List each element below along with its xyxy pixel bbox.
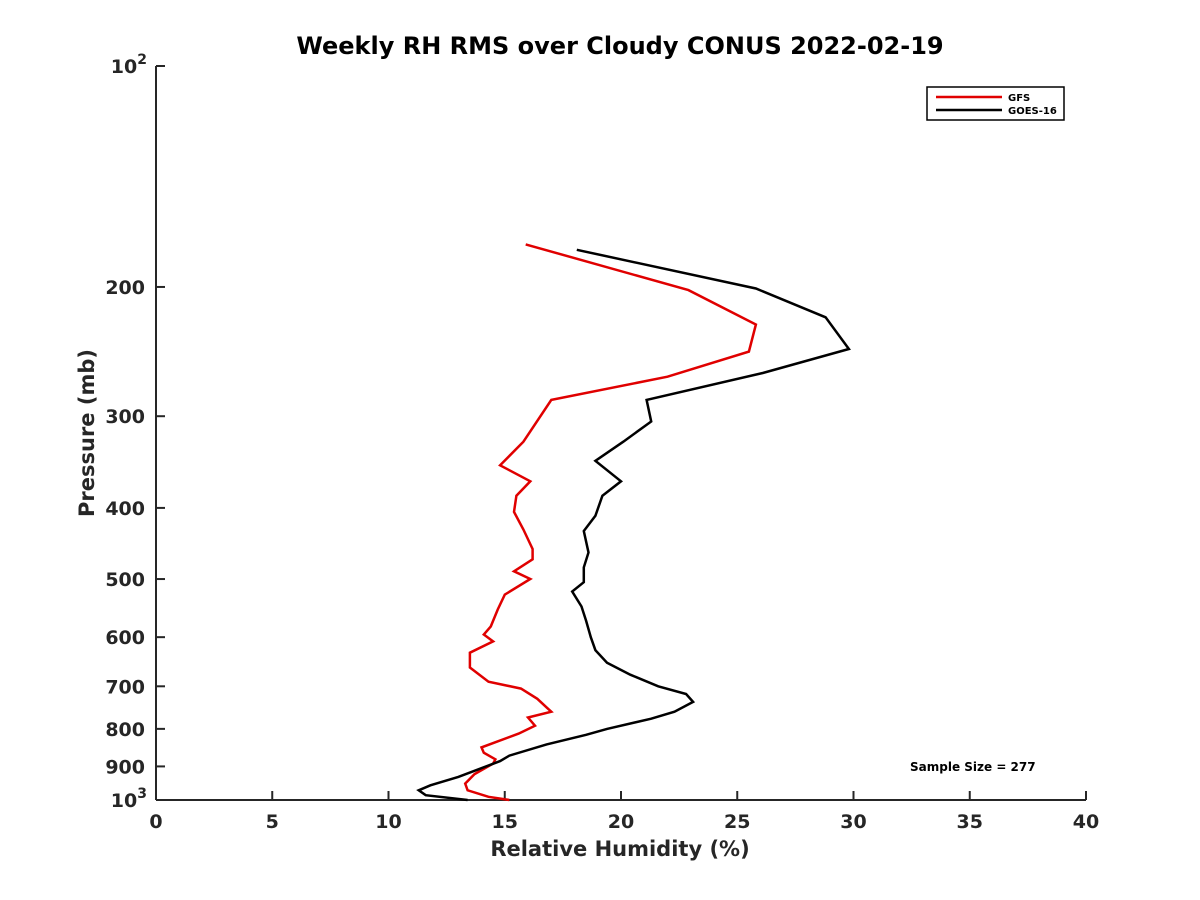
series-line-gfs	[463, 243, 758, 802]
y-tick-label: 900	[105, 756, 145, 778]
x-tick-label: 20	[608, 811, 634, 833]
legend-label-goes16: GOES-16	[1008, 106, 1057, 117]
y-tick-label: 700	[105, 676, 145, 698]
chart-title: Weekly RH RMS over Cloudy CONUS 2022-02-…	[296, 32, 943, 60]
legend: GFS GOES-16	[926, 86, 1065, 121]
y-tick-label: 103	[111, 786, 147, 812]
y-tick-label: 400	[105, 498, 145, 520]
x-tick-label: 30	[840, 811, 866, 833]
plot-area: 0 5 10 15 20 25 30 35 40 200 300 400 500 600 700 800 900…	[105, 52, 1099, 833]
y-tick-label: 300	[105, 406, 145, 428]
x-axis-label: Relative Humidity (%)	[490, 837, 749, 861]
legend-box	[926, 86, 1065, 121]
legend-label-gfs: GFS	[1008, 93, 1030, 104]
y-tick-label: 200	[105, 277, 145, 299]
x-tick-label: 5	[266, 811, 279, 833]
x-tick-label: 40	[1073, 811, 1099, 833]
y-tick-label: 500	[105, 569, 145, 591]
x-tick-label: 35	[957, 811, 983, 833]
y-tick-label: 102	[111, 52, 147, 78]
y-tick-label: 600	[105, 627, 145, 649]
x-tick-label: 10	[375, 811, 401, 833]
y-axis-label: Pressure (mb)	[75, 349, 99, 517]
x-tick-label: 25	[724, 811, 750, 833]
x-tick-label: 0	[149, 811, 162, 833]
sample-size-annotation: Sample Size = 277	[910, 760, 1036, 774]
x-tick-label: 15	[492, 811, 518, 833]
series-line-goes-16	[416, 248, 851, 802]
y-tick-label: 800	[105, 719, 145, 741]
